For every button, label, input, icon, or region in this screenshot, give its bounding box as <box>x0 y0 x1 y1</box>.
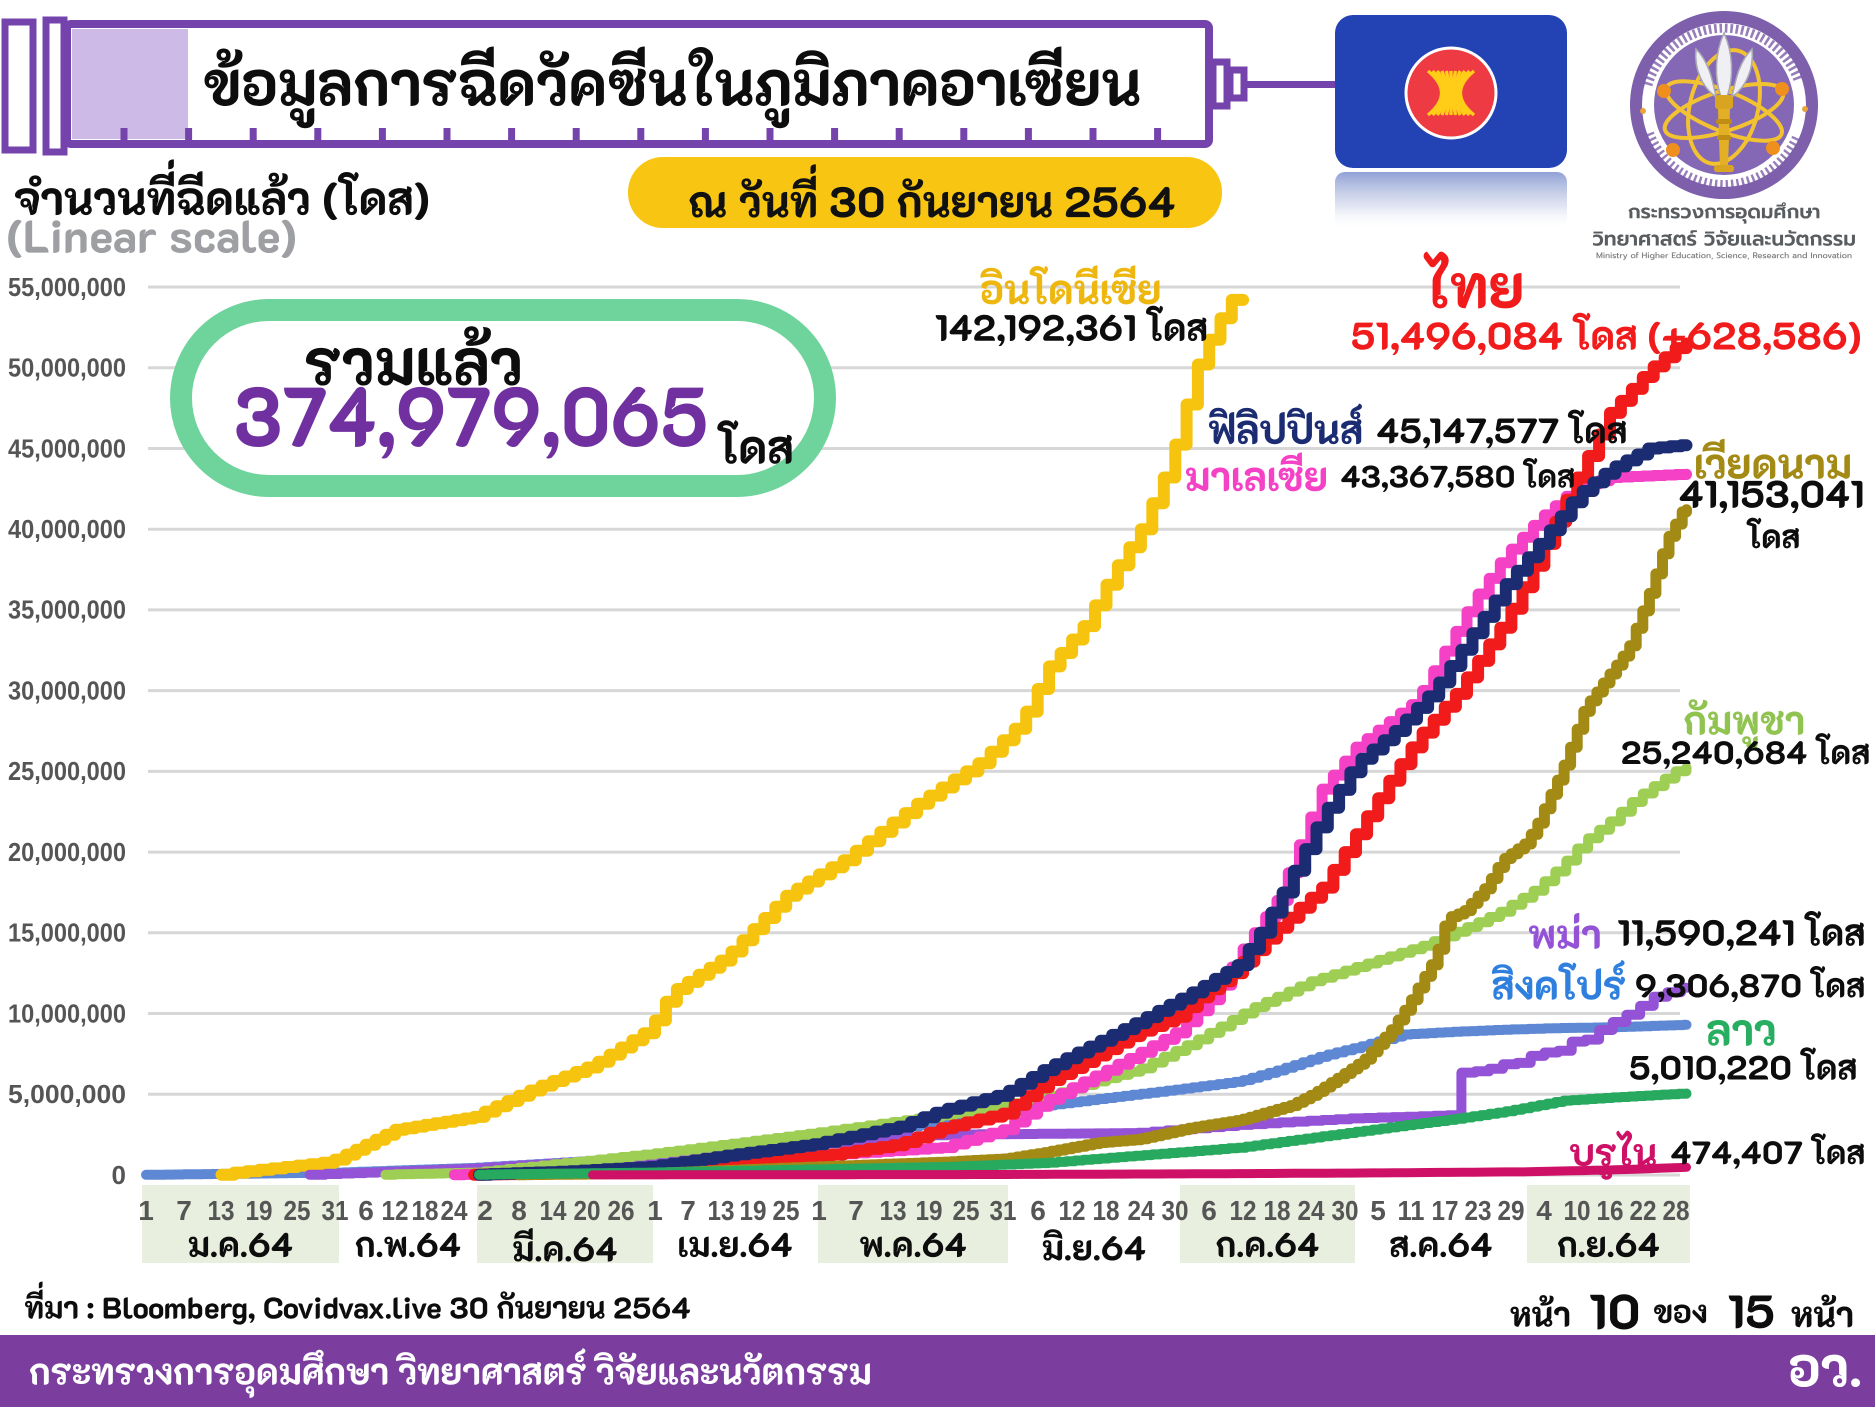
svg-text:50,000,000: 50,000,000 <box>8 353 126 383</box>
svg-text:17: 17 <box>1432 1195 1459 1226</box>
svg-text:19: 19 <box>916 1195 943 1226</box>
svg-text:5: 5 <box>1370 1195 1386 1226</box>
svg-text:6: 6 <box>1201 1195 1217 1226</box>
svg-text:23: 23 <box>1465 1195 1492 1226</box>
svg-text:45,000,000: 45,000,000 <box>8 433 126 463</box>
svg-text:1: 1 <box>138 1195 154 1226</box>
svg-text:10: 10 <box>1564 1195 1591 1226</box>
svg-text:25,000,000: 25,000,000 <box>8 756 126 786</box>
svg-text:13: 13 <box>880 1195 907 1226</box>
svg-text:8: 8 <box>511 1195 527 1226</box>
svg-text:30: 30 <box>1162 1195 1189 1226</box>
svg-text:18: 18 <box>1264 1195 1291 1226</box>
svg-text:30,000,000: 30,000,000 <box>8 675 126 705</box>
svg-text:25: 25 <box>953 1195 980 1226</box>
svg-text:19: 19 <box>740 1195 767 1226</box>
svg-text:16: 16 <box>1597 1195 1624 1226</box>
svg-text:24: 24 <box>441 1195 468 1226</box>
svg-text:7: 7 <box>848 1195 864 1226</box>
svg-text:7: 7 <box>176 1195 192 1226</box>
svg-text:12: 12 <box>382 1195 409 1226</box>
svg-text:26: 26 <box>608 1195 635 1226</box>
svg-text:29: 29 <box>1498 1195 1525 1226</box>
svg-text:2: 2 <box>477 1195 493 1226</box>
svg-text:14: 14 <box>540 1195 567 1226</box>
svg-text:13: 13 <box>208 1195 235 1226</box>
svg-text:19: 19 <box>246 1195 273 1226</box>
svg-text:22: 22 <box>1630 1195 1657 1226</box>
svg-text:12: 12 <box>1230 1195 1257 1226</box>
svg-text:7: 7 <box>680 1195 696 1226</box>
svg-text:35,000,000: 35,000,000 <box>8 595 126 625</box>
svg-text:1: 1 <box>647 1195 663 1226</box>
svg-text:28: 28 <box>1663 1195 1690 1226</box>
svg-text:20: 20 <box>574 1195 601 1226</box>
svg-text:15,000,000: 15,000,000 <box>8 918 126 948</box>
svg-text:1: 1 <box>811 1195 827 1226</box>
svg-text:40,000,000: 40,000,000 <box>8 514 126 544</box>
svg-text:5,000,000: 5,000,000 <box>8 1079 126 1109</box>
svg-text:18: 18 <box>1093 1195 1120 1226</box>
svg-text:13: 13 <box>708 1195 735 1226</box>
svg-text:25: 25 <box>773 1195 800 1226</box>
svg-text:4: 4 <box>1536 1195 1552 1226</box>
svg-text:31: 31 <box>322 1195 349 1226</box>
svg-text:18: 18 <box>412 1195 439 1226</box>
svg-text:24: 24 <box>1128 1195 1155 1226</box>
svg-text:31: 31 <box>990 1195 1017 1226</box>
svg-text:20,000,000: 20,000,000 <box>8 837 126 867</box>
svg-text:24: 24 <box>1298 1195 1325 1226</box>
svg-text:12: 12 <box>1059 1195 1086 1226</box>
svg-text:25: 25 <box>284 1195 311 1226</box>
svg-text:6: 6 <box>1030 1195 1046 1226</box>
svg-text:55,000,000: 55,000,000 <box>8 272 126 302</box>
svg-text:0: 0 <box>112 1160 126 1190</box>
svg-text:30: 30 <box>1332 1195 1359 1226</box>
svg-text:6: 6 <box>358 1195 374 1226</box>
svg-text:10,000,000: 10,000,000 <box>8 998 126 1028</box>
svg-text:11: 11 <box>1398 1195 1425 1226</box>
